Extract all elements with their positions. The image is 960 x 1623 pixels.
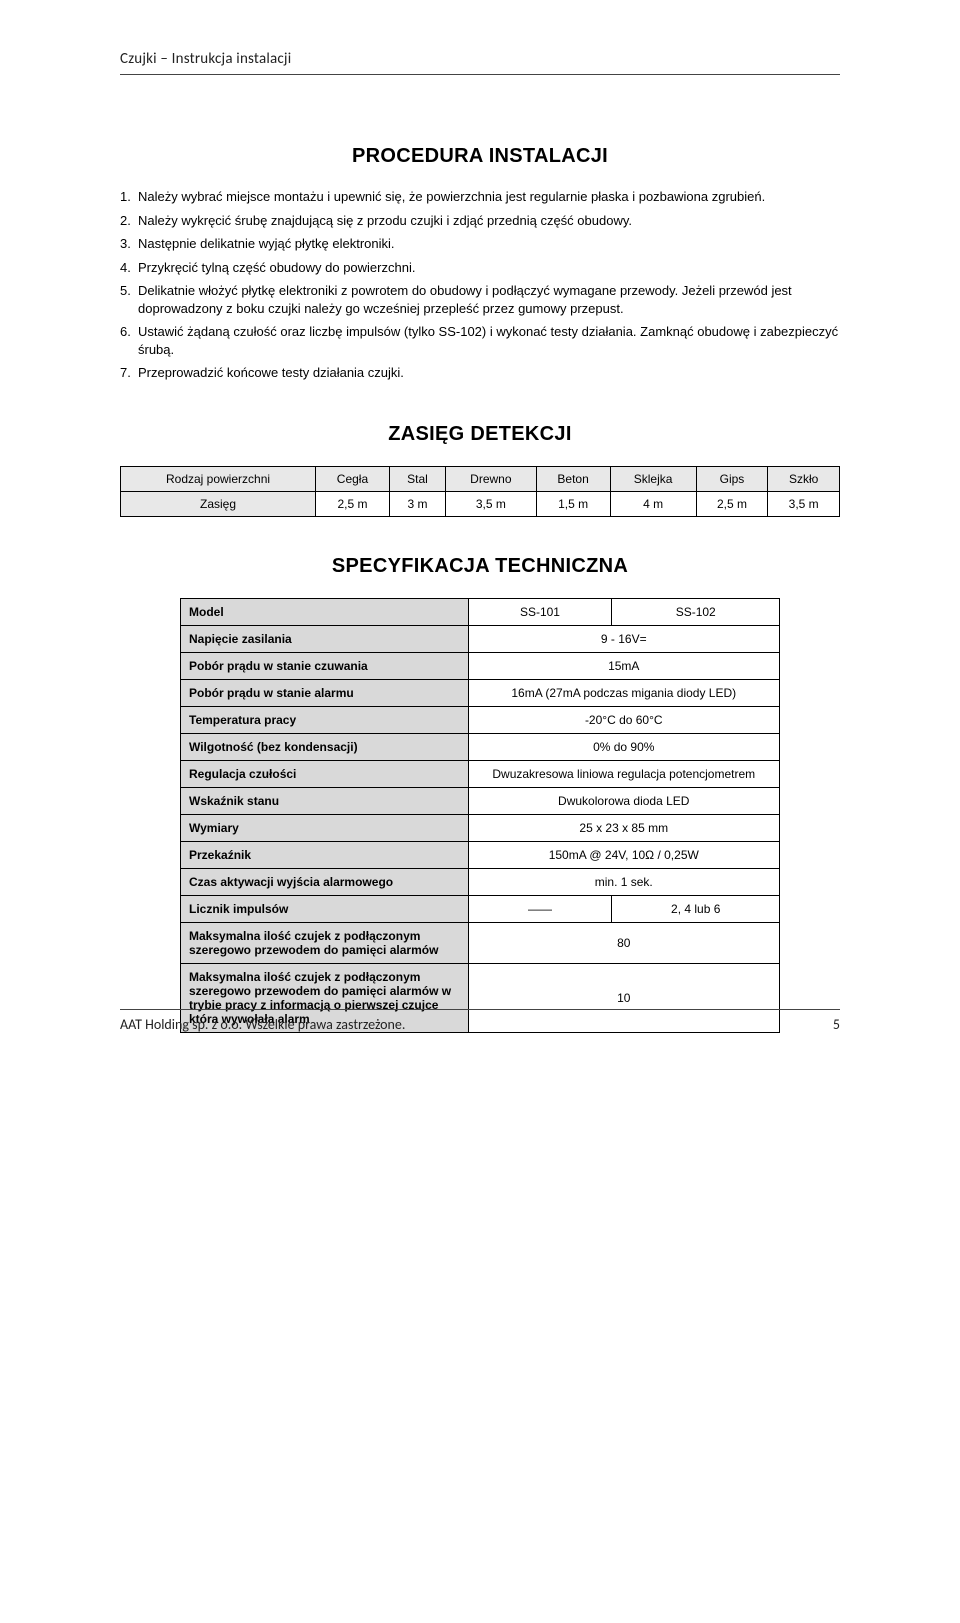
range-val: 2,5 m — [696, 491, 768, 516]
range-title: ZASIĘG DETEKCJI — [120, 423, 840, 446]
spec-model-col: SS-101 — [468, 598, 612, 625]
spec-model-label: Model — [181, 598, 469, 625]
spec-value: —— — [468, 895, 612, 922]
list-item: 4. Przykręcić tylną część obudowy do pow… — [120, 259, 840, 277]
range-row-label: Zasięg — [121, 491, 316, 516]
spec-value: Dwuzakresowa liniowa regulacja potencjom… — [468, 760, 779, 787]
table-row: Wilgotność (bez kondensacji) 0% do 90% — [181, 733, 780, 760]
item-text: Następnie delikatnie wyjąć płytkę elektr… — [138, 235, 840, 253]
range-val: 3 m — [389, 491, 445, 516]
spec-table-wrapper: Model SS-101 SS-102 Napięcie zasilania 9… — [120, 598, 840, 1033]
spec-label: Regulacja czułości — [181, 760, 469, 787]
range-val: 2,5 m — [316, 491, 390, 516]
item-text: Przeprowadzić końcowe testy działania cz… — [138, 364, 840, 382]
spec-label: Licznik impulsów — [181, 895, 469, 922]
range-col: Beton — [536, 466, 610, 491]
range-table: Rodzaj powierzchni Cegła Stal Drewno Bet… — [120, 466, 840, 517]
spec-model-col: SS-102 — [612, 598, 780, 625]
document-footer: AAT Holding sp. z o.o. Wszelkie prawa za… — [120, 1009, 840, 1033]
item-text: Należy wybrać miejsce montażu i upewnić … — [138, 188, 840, 206]
table-row: Pobór prądu w stanie czuwania 15mA — [181, 652, 780, 679]
range-col: Gips — [696, 466, 768, 491]
range-col: Sklejka — [610, 466, 696, 491]
item-number: 2. — [120, 212, 138, 230]
spec-value: 15mA — [468, 652, 779, 679]
spec-value: 9 - 16V= — [468, 625, 779, 652]
spec-value: 150mA @ 24V, 10Ω / 0,25W — [468, 841, 779, 868]
list-item: 6. Ustawić żądaną czułość oraz liczbę im… — [120, 323, 840, 358]
range-val: 1,5 m — [536, 491, 610, 516]
table-row: Maksymalna ilość czujek z podłączonym sz… — [181, 922, 780, 963]
list-item: 1. Należy wybrać miejsce montażu i upewn… — [120, 188, 840, 206]
range-val: 3,5 m — [768, 491, 840, 516]
range-col: Cegła — [316, 466, 390, 491]
item-text: Przykręcić tylną część obudowy do powier… — [138, 259, 840, 277]
spec-label: Pobór prądu w stanie czuwania — [181, 652, 469, 679]
item-text: Delikatnie włożyć płytkę elektroniki z p… — [138, 282, 840, 317]
spec-label: Wskaźnik stanu — [181, 787, 469, 814]
table-row: Czas aktywacji wyjścia alarmowego min. 1… — [181, 868, 780, 895]
list-item: 7. Przeprowadzić końcowe testy działania… — [120, 364, 840, 382]
list-item: 2. Należy wykręcić śrubę znajdującą się … — [120, 212, 840, 230]
item-number: 5. — [120, 282, 138, 317]
spec-label: Temperatura pracy — [181, 706, 469, 733]
spec-value: 0% do 90% — [468, 733, 779, 760]
table-row: Rodzaj powierzchni Cegła Stal Drewno Bet… — [121, 466, 840, 491]
spec-label: Czas aktywacji wyjścia alarmowego — [181, 868, 469, 895]
table-row: Temperatura pracy -20°C do 60°C — [181, 706, 780, 733]
table-row: Regulacja czułości Dwuzakresowa liniowa … — [181, 760, 780, 787]
list-item: 5. Delikatnie włożyć płytkę elektroniki … — [120, 282, 840, 317]
item-number: 6. — [120, 323, 138, 358]
item-text: Należy wykręcić śrubę znajdującą się z p… — [138, 212, 840, 230]
spec-value: 80 — [468, 922, 779, 963]
range-col: Stal — [389, 466, 445, 491]
range-col: Drewno — [446, 466, 537, 491]
spec-label: Maksymalna ilość czujek z podłączonym sz… — [181, 922, 469, 963]
procedure-title: PROCEDURA INSTALACJI — [120, 145, 840, 168]
range-col: Szkło — [768, 466, 840, 491]
list-item: 3. Następnie delikatnie wyjąć płytkę ele… — [120, 235, 840, 253]
spec-label: Pobór prądu w stanie alarmu — [181, 679, 469, 706]
spec-table: Model SS-101 SS-102 Napięcie zasilania 9… — [180, 598, 780, 1033]
document-header: Czujki – Instrukcja instalacji — [120, 50, 840, 68]
spec-value: 2, 4 lub 6 — [612, 895, 780, 922]
range-header-label: Rodzaj powierzchni — [121, 466, 316, 491]
spec-value: 16mA (27mA podczas migania diody LED) — [468, 679, 779, 706]
header-rule — [120, 74, 840, 75]
footer-copyright: AAT Holding sp. z o.o. Wszelkie prawa za… — [120, 1016, 405, 1033]
spec-title: SPECYFIKACJA TECHNICZNA — [120, 555, 840, 578]
table-row: Licznik impulsów —— 2, 4 lub 6 — [181, 895, 780, 922]
spec-value: -20°C do 60°C — [468, 706, 779, 733]
spec-label: Napięcie zasilania — [181, 625, 469, 652]
table-row: Zasięg 2,5 m 3 m 3,5 m 1,5 m 4 m 2,5 m 3… — [121, 491, 840, 516]
table-row: Przekaźnik 150mA @ 24V, 10Ω / 0,25W — [181, 841, 780, 868]
table-row: Wymiary 25 x 23 x 85 mm — [181, 814, 780, 841]
spec-value: Dwukolorowa dioda LED — [468, 787, 779, 814]
spec-label: Przekaźnik — [181, 841, 469, 868]
document-page: Czujki – Instrukcja instalacji PROCEDURA… — [0, 0, 960, 1073]
spec-value: min. 1 sek. — [468, 868, 779, 895]
spec-value: 25 x 23 x 85 mm — [468, 814, 779, 841]
footer-rule — [120, 1009, 840, 1010]
item-number: 7. — [120, 364, 138, 382]
item-number: 4. — [120, 259, 138, 277]
procedure-list: 1. Należy wybrać miejsce montażu i upewn… — [120, 188, 840, 382]
table-row: Pobór prądu w stanie alarmu 16mA (27mA p… — [181, 679, 780, 706]
item-number: 3. — [120, 235, 138, 253]
item-text: Ustawić żądaną czułość oraz liczbę impul… — [138, 323, 840, 358]
table-row: Wskaźnik stanu Dwukolorowa dioda LED — [181, 787, 780, 814]
table-row: Model SS-101 SS-102 — [181, 598, 780, 625]
spec-label: Wymiary — [181, 814, 469, 841]
table-row: Napięcie zasilania 9 - 16V= — [181, 625, 780, 652]
range-val: 4 m — [610, 491, 696, 516]
footer-page-number: 5 — [833, 1016, 840, 1033]
item-number: 1. — [120, 188, 138, 206]
spec-label: Wilgotność (bez kondensacji) — [181, 733, 469, 760]
range-val: 3,5 m — [446, 491, 537, 516]
